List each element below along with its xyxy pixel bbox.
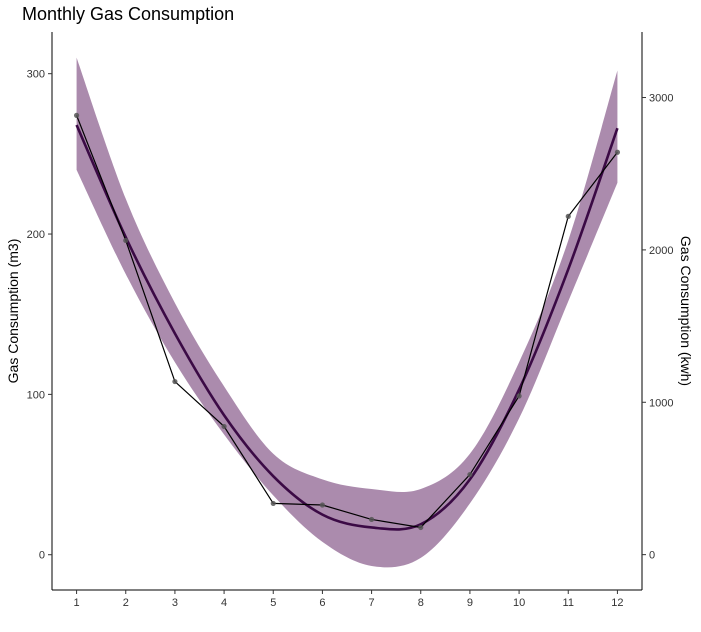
observed-point [565, 213, 571, 219]
y2-tick-label: 1000 [649, 397, 673, 409]
confidence-band [76, 57, 618, 568]
x-tick-label: 1 [74, 597, 80, 609]
observed-point [319, 502, 326, 508]
y2-tick-label: 2000 [649, 245, 673, 257]
y-tick-label: 300 [27, 69, 45, 81]
observed-series-layer [73, 112, 621, 531]
observed-point [221, 423, 227, 430]
observed-point [73, 112, 80, 118]
x-tick-label: 5 [270, 597, 276, 609]
smooth-fit-layer [75, 124, 619, 531]
x-tick-label: 8 [418, 597, 424, 609]
y-axis-title: Gas Consumption (m3) [5, 239, 21, 384]
y2-tick-label: 3000 [649, 93, 673, 105]
x-tick-label: 6 [319, 597, 325, 609]
x-tick-label: 2 [123, 597, 129, 609]
x-tick-label: 3 [172, 597, 178, 609]
x-tick-label: 7 [369, 597, 375, 609]
y-tick-label: 100 [27, 389, 45, 401]
observed-point [516, 393, 522, 399]
observed-point [418, 524, 424, 531]
y2-tick-label: 0 [649, 550, 655, 562]
y-tick-label: 200 [27, 229, 45, 241]
observed-point [467, 471, 473, 478]
y-tick-label: 0 [39, 550, 45, 562]
smooth-fit-line [75, 124, 619, 531]
x-tick-label: 4 [221, 597, 227, 609]
x-tick-label: 11 [563, 597, 574, 609]
observed-point [172, 378, 178, 385]
y2-axis-title: Gas Consumption (kwh) [678, 236, 694, 386]
confidence-band-layer [76, 57, 618, 568]
observed-line [76, 115, 618, 529]
observed-point [368, 516, 375, 523]
x-tick-label: 10 [513, 597, 525, 609]
observed-point [614, 149, 621, 155]
x-tick-label: 9 [467, 597, 473, 609]
x-tick-label: 12 [611, 597, 623, 609]
chart-title: Monthly Gas Consumption [22, 4, 234, 24]
observed-point [123, 237, 129, 244]
observed-point [270, 500, 276, 507]
